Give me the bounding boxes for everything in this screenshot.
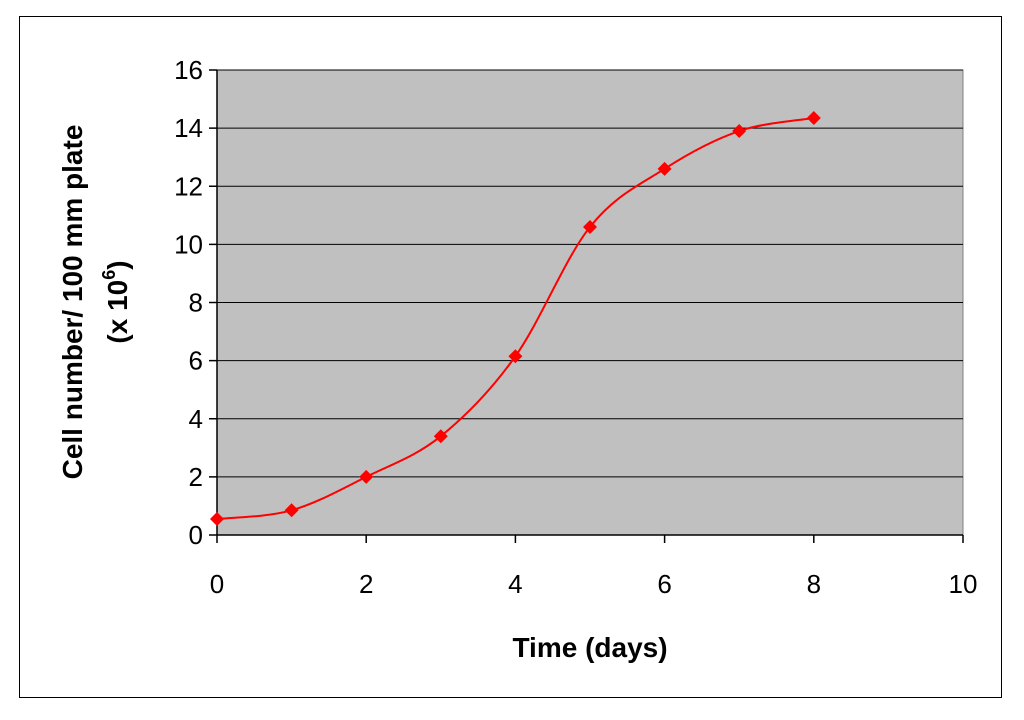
y-tick-label: 0	[189, 520, 203, 550]
y-tick-label: 14	[174, 113, 203, 143]
data-point-marker	[433, 429, 448, 444]
data-point-marker	[210, 512, 224, 527]
y-tick-label: 16	[174, 55, 203, 85]
data-point-marker	[806, 110, 821, 125]
axes	[209, 69, 964, 543]
data-point-marker	[508, 349, 523, 364]
data-series	[210, 110, 821, 527]
data-point-marker	[359, 469, 374, 484]
y-tick-label: 8	[189, 288, 203, 318]
tick-labels: 0 2 4 6 8 10 12 14 16 0 2 4 6 8 10	[174, 55, 977, 599]
data-point-marker	[657, 161, 672, 176]
y-tick-label: 10	[174, 229, 203, 259]
y-axis-title-unit: (x 106)	[99, 260, 133, 343]
x-tick-label: 10	[949, 569, 978, 599]
y-axis-title: Cell number/ 100 mm plate	[57, 125, 88, 480]
x-tick-label: 0	[210, 569, 224, 599]
gridlines	[217, 69, 963, 478]
y-axis-unit-exponent: 6	[99, 270, 119, 280]
y-tick-label: 12	[174, 171, 203, 201]
x-tick-label: 2	[359, 569, 373, 599]
y-axis-unit-prefix: (x 10	[102, 280, 133, 344]
data-point-marker	[284, 503, 299, 518]
x-tick-label: 6	[657, 569, 671, 599]
y-tick-label: 6	[189, 346, 203, 376]
y-tick-label: 2	[189, 462, 203, 492]
data-point-marker	[732, 124, 747, 139]
chart-frame	[19, 16, 1002, 698]
y-axis-unit-suffix: )	[102, 260, 133, 269]
x-tick-label: 8	[807, 569, 821, 599]
x-tick-label: 4	[508, 569, 522, 599]
data-point-marker	[583, 219, 597, 234]
x-axis-title: Time (days)	[512, 632, 667, 663]
y-tick-label: 4	[189, 404, 203, 434]
